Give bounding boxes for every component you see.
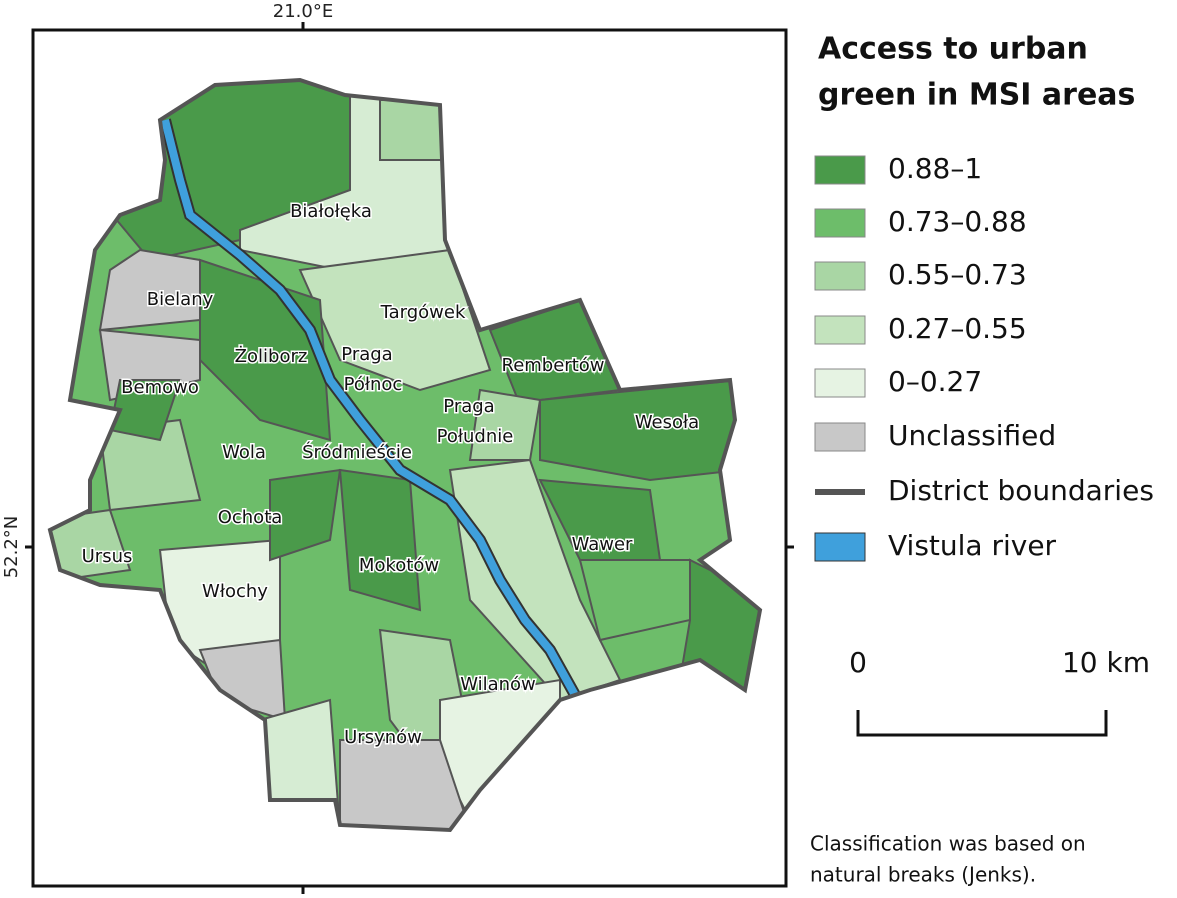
district-label: Wola xyxy=(222,442,266,463)
district-label: Wesoła xyxy=(635,412,699,433)
legend-title: green in MSI areas xyxy=(818,78,1135,113)
swatch xyxy=(814,155,866,185)
district-label: Żoliborz xyxy=(235,346,308,367)
district-label: Włochy xyxy=(202,581,268,602)
district-label: Rembertów xyxy=(502,355,605,376)
swatch xyxy=(814,422,866,452)
scale-bar: 0 10 km xyxy=(849,646,1150,737)
district-label: Bemowo xyxy=(121,377,199,398)
district-label: Północ xyxy=(344,374,403,395)
district-label: Praga xyxy=(341,344,392,365)
scale-label: 0 xyxy=(849,646,867,679)
district-label: Praga xyxy=(443,396,494,417)
district-label: Południe xyxy=(437,426,514,447)
district-label: Białołęka xyxy=(290,201,372,222)
scale-line xyxy=(856,710,1108,737)
district-labels: Białołęka Bielany Targówek Żoliborz Praga Pół… xyxy=(80,200,701,750)
district-label: Bielany xyxy=(147,289,214,310)
swatch xyxy=(814,368,866,398)
district-label: Ochota xyxy=(218,507,283,528)
district-label: Targówek xyxy=(380,302,466,323)
legend-title: Access to urban xyxy=(818,32,1088,67)
legend-label: 0.73–0.88 xyxy=(888,205,1027,238)
scale-label: 10 km xyxy=(1062,646,1150,679)
legend-label: 0.55–0.73 xyxy=(888,258,1027,291)
district-label: Wawer xyxy=(572,534,633,555)
axis-label: 52.2°N xyxy=(1,516,22,579)
legend-label: 0–0.27 xyxy=(888,365,982,398)
swatch xyxy=(814,315,866,345)
legend: Access to urban green in MSI areas 0.88–… xyxy=(814,32,1154,562)
note: natural breaks (Jenks). xyxy=(810,863,1036,887)
note: Classification was based on xyxy=(810,832,1086,856)
vistula-river xyxy=(161,119,579,697)
axis-label: 21.0°E xyxy=(273,1,333,22)
swatch xyxy=(814,532,866,562)
city-boundary xyxy=(47,77,763,833)
swatch xyxy=(814,208,866,238)
swatch xyxy=(814,261,866,291)
legend-label: District boundaries xyxy=(888,474,1154,507)
district-label: Mokotów xyxy=(359,555,439,576)
district-label: Wilanów xyxy=(460,674,536,695)
district-label: Śródmieście xyxy=(302,441,412,463)
district-label: Ursynów xyxy=(344,727,422,748)
legend-label: 0.27–0.55 xyxy=(888,312,1027,345)
legend-label: 0.88–1 xyxy=(888,152,982,185)
legend-label: Unclassified xyxy=(888,419,1056,452)
legend-label: Vistula river xyxy=(888,529,1057,562)
district-label: Ursus xyxy=(82,546,133,567)
